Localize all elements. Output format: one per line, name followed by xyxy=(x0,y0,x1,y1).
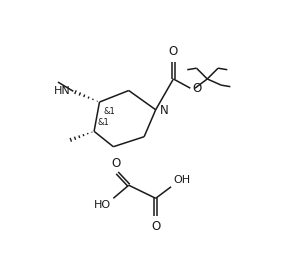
Text: O: O xyxy=(169,45,178,58)
Text: O: O xyxy=(112,157,121,170)
Text: O: O xyxy=(192,82,201,95)
Text: HN: HN xyxy=(54,85,71,96)
Text: OH: OH xyxy=(173,175,191,185)
Text: HO: HO xyxy=(94,200,111,210)
Text: &1: &1 xyxy=(103,108,115,117)
Text: N: N xyxy=(160,104,168,117)
Text: O: O xyxy=(152,220,161,233)
Text: &1: &1 xyxy=(98,118,110,127)
